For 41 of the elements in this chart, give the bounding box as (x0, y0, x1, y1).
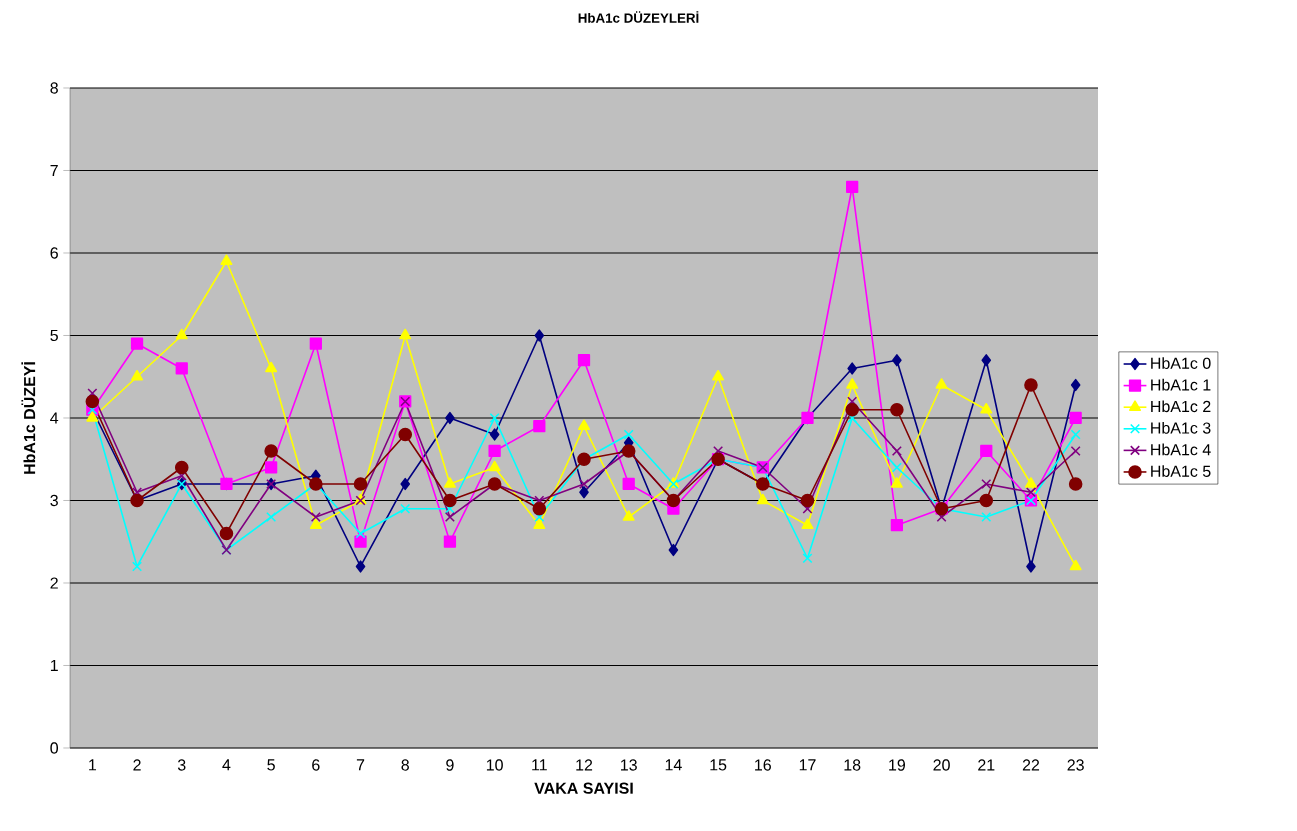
legend-label: HbA1c 0 (1151, 357, 1211, 369)
legend-label: HbA1c 2 (1151, 400, 1211, 413)
x-tick-label: 23 (1067, 759, 1084, 771)
y-tick-label: 1 (50, 659, 58, 671)
legend-label: HbA1c 4 (1151, 443, 1211, 456)
x-tick-label: 8 (401, 759, 409, 771)
x-tick-label: 21 (978, 759, 995, 771)
x-tick-label: 22 (1022, 759, 1040, 771)
y-tick-label: 0 (50, 742, 59, 754)
y-tick-label: 8 (50, 82, 58, 94)
x-axis-title: VAKA SAYISI (534, 782, 633, 794)
x-tick-label: 19 (889, 759, 906, 771)
legend-label: HbA1c 3 (1151, 422, 1211, 434)
x-tick-label: 2 (133, 759, 141, 771)
y-tick-label: 5 (50, 329, 58, 342)
chart-title: HbA1c DÜZEYLERİ (578, 11, 699, 23)
legend-label: HbA1c 5 (1151, 465, 1211, 477)
x-tick-label: 11 (532, 759, 547, 771)
x-tick-label: 17 (799, 759, 816, 771)
x-tick-label: 13 (621, 759, 637, 771)
x-tick-label: 10 (486, 759, 503, 771)
x-tick-label: 7 (356, 759, 365, 771)
x-tick-label: 14 (665, 759, 682, 771)
y-tick-label: 6 (50, 247, 58, 259)
x-tick-label: 1 (89, 759, 97, 771)
x-tick-label: 12 (576, 759, 593, 771)
x-tick-label: 3 (177, 759, 186, 771)
x-tick-label: 6 (312, 759, 320, 771)
x-tick-label: 18 (844, 759, 861, 771)
y-tick-label: 7 (50, 165, 58, 176)
x-tick-label: 15 (710, 759, 727, 771)
x-tick-label: 20 (933, 759, 950, 771)
x-tick-label: 4 (222, 759, 231, 771)
y-tick-label: 3 (50, 494, 58, 507)
x-tick-label: 9 (446, 759, 454, 771)
y-axis-title: HbA1c DÜZEYİ (21, 362, 36, 474)
x-tick-label: 5 (267, 759, 275, 771)
x-tick-label: 16 (755, 759, 771, 771)
legend-label: HbA1c 1 (1151, 378, 1211, 391)
y-tick-label: 2 (50, 577, 58, 589)
y-tick-label: 4 (50, 412, 59, 424)
